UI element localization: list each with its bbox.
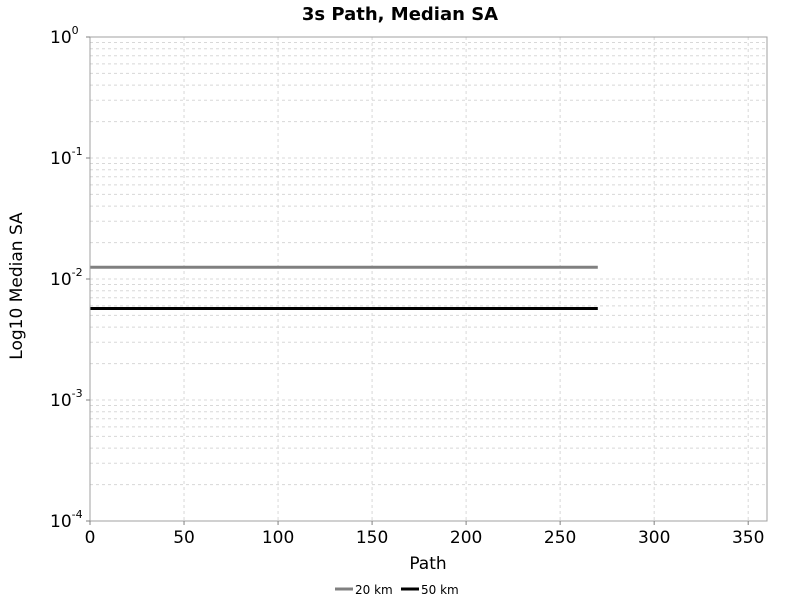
grid <box>90 37 767 521</box>
x-tick-label: 0 <box>85 528 96 548</box>
x-axis-label: Path <box>409 554 446 574</box>
series-lines <box>90 265 598 310</box>
y-tick-label: 10-1 <box>50 145 83 169</box>
legend: 20 km 50 km <box>335 583 459 597</box>
y-tick-label: 10-4 <box>50 508 83 532</box>
x-axis-ticks: 0 50 100 150 200 250 300 350 <box>85 521 764 548</box>
x-tick-label: 200 <box>450 528 482 548</box>
x-tick-label: 300 <box>638 528 670 548</box>
y-axis-label: Log10 Median SA <box>7 212 27 360</box>
y-tick-label: 10-2 <box>50 266 83 290</box>
y-axis-ticks: 10-4 10-3 10-2 10-1 100 <box>50 24 90 532</box>
x-tick-label: 250 <box>544 528 576 548</box>
chart-title: 3s Path, Median SA <box>302 4 498 25</box>
x-tick-label: 150 <box>356 528 388 548</box>
x-tick-label: 50 <box>173 528 195 548</box>
x-tick-label: 100 <box>262 528 294 548</box>
x-tick-label: 350 <box>732 528 764 548</box>
legend-label-20-km: 20 km <box>355 583 393 597</box>
y-tick-label: 10-3 <box>50 387 83 411</box>
y-tick-label: 100 <box>50 24 79 48</box>
legend-label-50-km: 50 km <box>421 583 459 597</box>
